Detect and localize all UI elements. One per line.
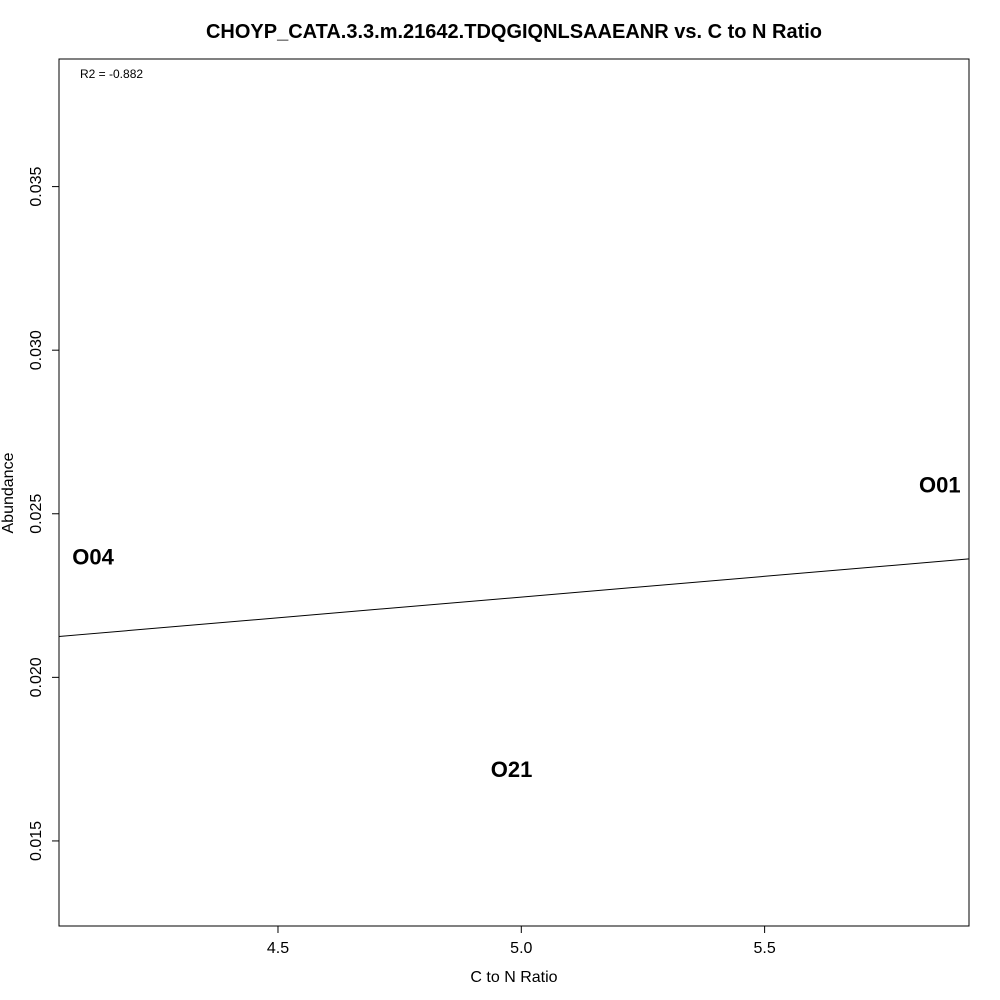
- r2-annotation: R2 = -0.882: [80, 67, 143, 81]
- plot-frame: [58, 58, 970, 927]
- y-tick-label: 0.030: [28, 330, 45, 370]
- x-axis: 4.5 5.0 5.5: [267, 926, 776, 957]
- x-tick-label: 5.5: [753, 940, 775, 957]
- x-tick-label: 4.5: [267, 940, 289, 957]
- y-tick-label: 0.020: [28, 657, 45, 697]
- y-axis-label: Abundance: [0, 452, 17, 533]
- regression-line-group: [58, 558, 970, 637]
- y-tick-label: 0.015: [28, 821, 45, 861]
- chart-title: CHOYP_CATA.3.3.m.21642.TDQGIQNLSAAEANR v…: [206, 21, 822, 43]
- y-tick-label: 0.025: [28, 494, 45, 534]
- point-label-o21: O21: [491, 757, 533, 782]
- regression-line: [58, 558, 970, 637]
- x-tick-label: 5.0: [510, 940, 532, 957]
- y-axis: 0.015 0.020 0.025 0.030 0.035: [28, 166, 59, 861]
- x-axis-label: C to N Ratio: [470, 969, 557, 986]
- point-label-o01: O01: [919, 472, 961, 497]
- point-label-o04: O04: [72, 544, 114, 569]
- y-tick-label: 0.035: [28, 166, 45, 206]
- point-labels-group: O04 O01 O21: [72, 472, 960, 782]
